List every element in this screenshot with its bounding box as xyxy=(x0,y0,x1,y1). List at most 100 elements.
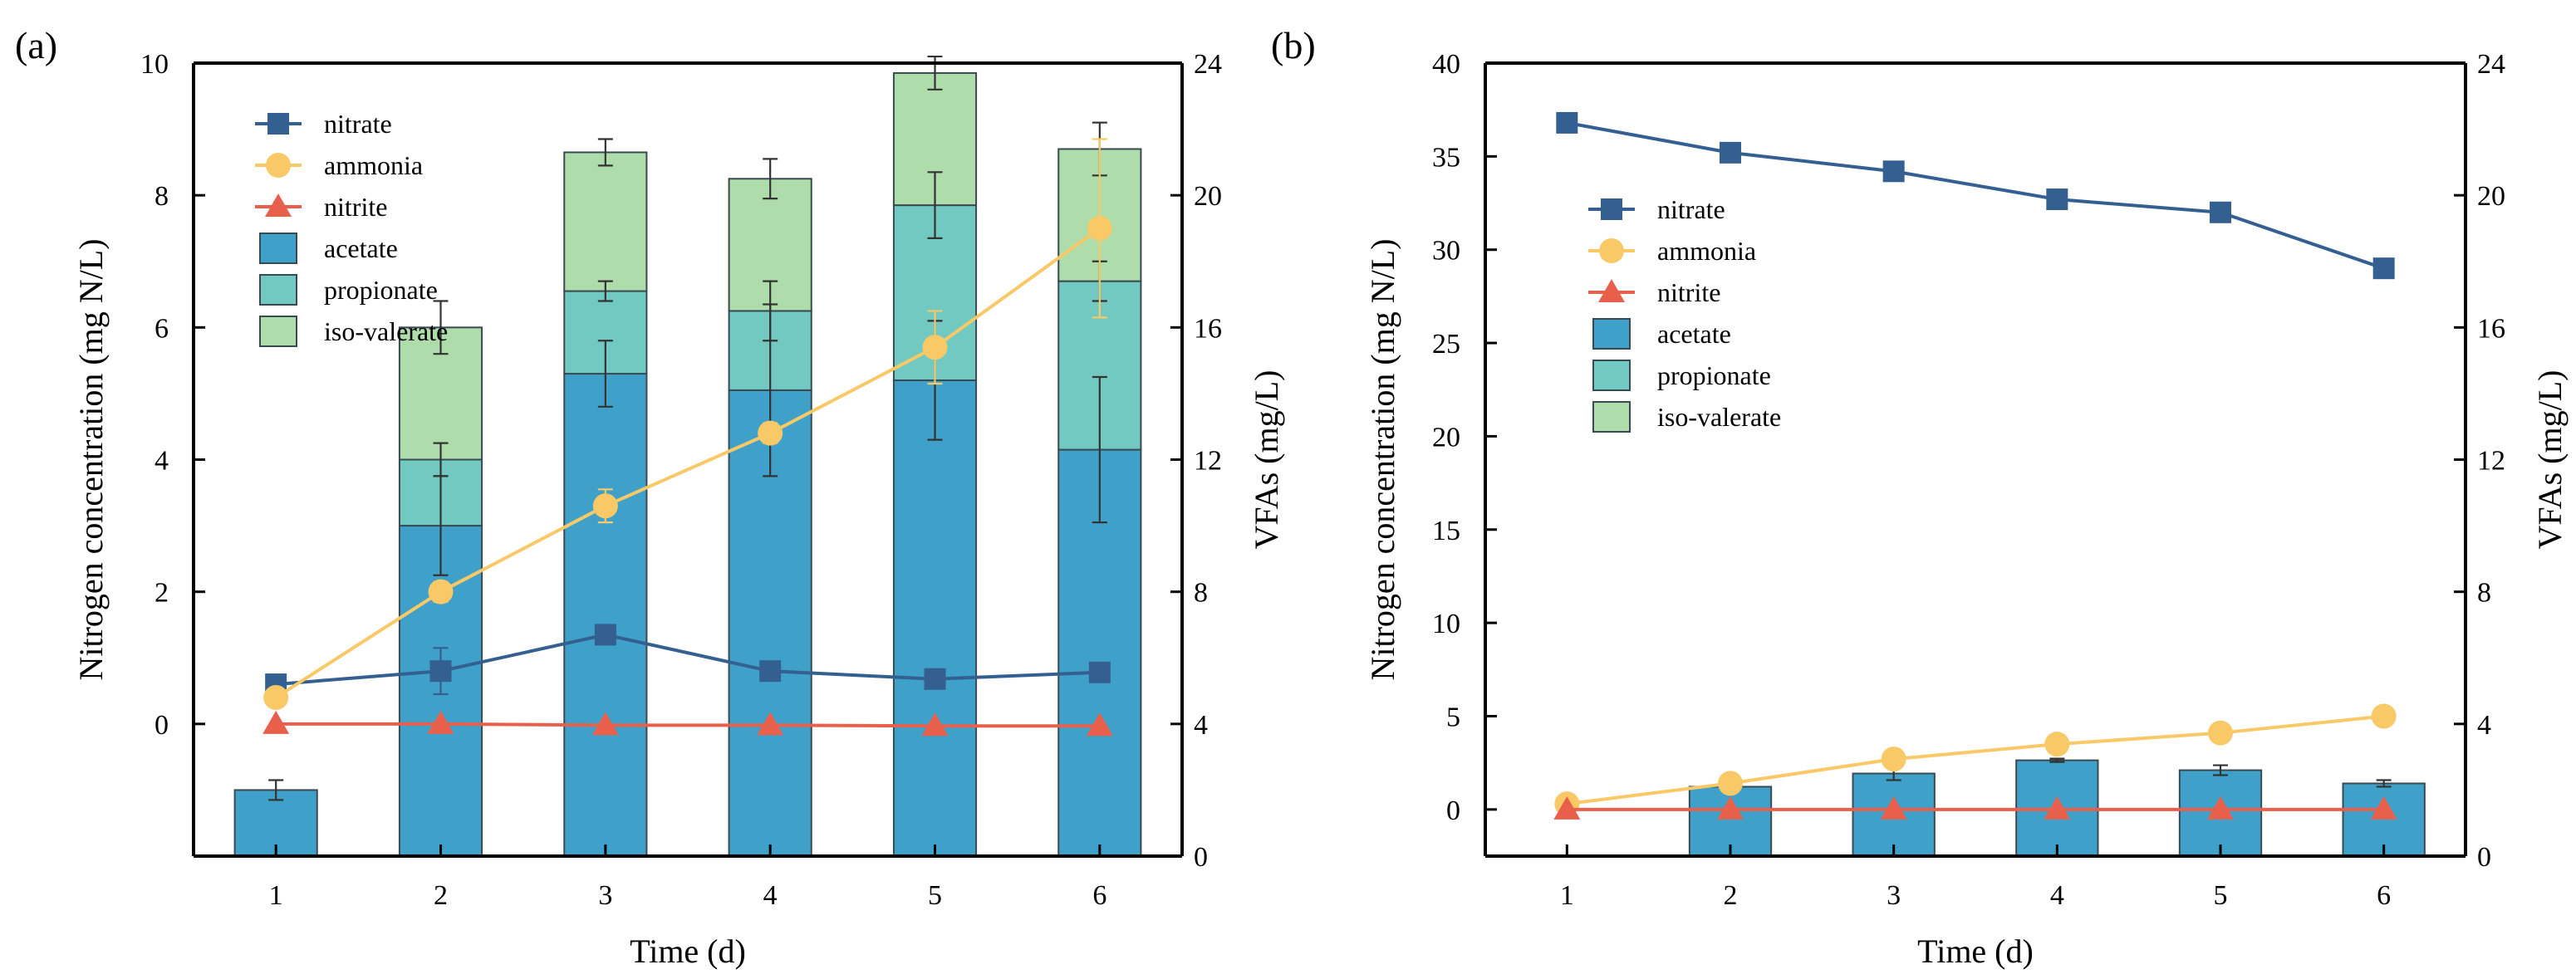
error-bar-iso-valerate xyxy=(597,138,613,167)
bar-iso-valerate xyxy=(563,151,648,292)
legend: nitrate ammonia nitrite acetate propionate is… xyxy=(1588,194,1781,433)
legend-label-iso-valerate: iso-valerate xyxy=(1657,402,1781,432)
y2-tick-label: 12 xyxy=(2477,446,2505,477)
legend-item-nitrate: nitrate xyxy=(255,109,392,139)
y-tick-label: 35 xyxy=(1432,142,1460,173)
legend-item-iso-valerate: iso-valerate xyxy=(1592,401,1781,433)
legend-label-ammonia: ammonia xyxy=(1657,236,1756,266)
marker-nitrate xyxy=(429,660,452,683)
y2-tick-label: 16 xyxy=(1194,313,1222,344)
x-tick-label: 1 xyxy=(1560,880,1574,911)
marker-nitrite xyxy=(1880,795,1907,820)
legend-label-ammonia: ammonia xyxy=(324,150,423,180)
y2-tick-label: 24 xyxy=(2477,49,2505,80)
marker-nitrite xyxy=(2044,795,2071,820)
legend-marker-nitrate xyxy=(267,113,289,135)
x-tick-label: 4 xyxy=(2050,880,2064,911)
y-tick-label: 30 xyxy=(1432,236,1460,267)
error-bar-propionate xyxy=(597,280,613,302)
marker-nitrite xyxy=(757,712,784,736)
marker-nitrite xyxy=(2370,795,2397,820)
marker-nitrite xyxy=(591,712,619,736)
y-tick-label: 2 xyxy=(155,578,169,609)
x-tick-label: 1 xyxy=(269,880,283,911)
marker-nitrate xyxy=(2046,188,2068,211)
line-nitrate xyxy=(1566,120,2385,271)
marker-ammonia xyxy=(2371,703,2397,729)
legend-item-acetate: acetate xyxy=(259,233,398,264)
error-bar-propionate xyxy=(433,442,449,477)
error-bar-acetate xyxy=(268,779,284,801)
legend-item-nitrate: nitrate xyxy=(1588,194,1725,224)
legend-item-nitrite: nitrite xyxy=(255,192,387,222)
legend-marker-nitrite xyxy=(265,193,292,217)
error-bar-iso-valerate xyxy=(763,158,778,200)
marker-nitrite xyxy=(427,710,454,734)
legend-marker-nitrite xyxy=(1598,279,1625,302)
x-tick-label: 6 xyxy=(1092,880,1106,911)
y2-tick-label: 8 xyxy=(2477,578,2491,609)
legend-marker-nitrate xyxy=(1601,198,1622,220)
legend-swatch-acetate xyxy=(1592,318,1631,350)
legend-marker-ammonia xyxy=(266,153,291,178)
y-tick-label: 25 xyxy=(1432,329,1460,360)
legend-label-iso-valerate: iso-valerate xyxy=(324,316,448,346)
marker-nitrate xyxy=(1882,160,1905,183)
marker-nitrite xyxy=(1717,795,1744,820)
legend-label-acetate: acetate xyxy=(1657,319,1731,349)
x-tick-label: 3 xyxy=(598,880,612,911)
line-nitrite xyxy=(276,722,1100,728)
legend-label-nitrite: nitrite xyxy=(324,192,387,222)
x-tick-label: 4 xyxy=(763,880,778,911)
error-bar-acetate xyxy=(2049,757,2065,763)
error-bar-acetate xyxy=(2376,779,2392,788)
y2-tick-label: 12 xyxy=(1194,446,1222,477)
y2-tick-label: 4 xyxy=(2477,710,2491,741)
legend-label-nitrate: nitrate xyxy=(324,109,392,139)
legend-label-acetate: acetate xyxy=(324,233,398,263)
legend-item-ammonia: ammonia xyxy=(1588,236,1756,266)
y-tick-label: 0 xyxy=(1446,795,1460,826)
x-tick-label: 5 xyxy=(928,880,942,911)
y2-tick-label: 20 xyxy=(2477,181,2505,212)
error-bar-iso-valerate xyxy=(433,300,449,355)
line-ammonia xyxy=(1567,714,2384,806)
y2-tick-label: 20 xyxy=(1194,181,1222,212)
y-tick-label: 10 xyxy=(1432,609,1460,639)
marker-ammonia xyxy=(263,685,289,710)
line-nitrate xyxy=(276,633,1100,687)
legend-swatch-iso-valerate xyxy=(1592,401,1631,433)
y2-tick-label: 8 xyxy=(1194,578,1208,609)
marker-ammonia xyxy=(592,493,618,519)
x-tick-label: 6 xyxy=(2377,880,2391,911)
y-tick-label: 6 xyxy=(155,313,169,344)
legend-label-propionate: propionate xyxy=(1657,360,1771,390)
bar-acetate xyxy=(2342,782,2426,857)
legend-swatch-propionate xyxy=(259,274,297,306)
y-tick-label: 0 xyxy=(155,710,169,741)
marker-ammonia xyxy=(1087,215,1112,241)
marker-nitrate xyxy=(1556,111,1578,134)
marker-nitrate xyxy=(594,624,616,646)
x-tick-label: 2 xyxy=(434,880,448,911)
x-tick-label: 2 xyxy=(1724,880,1738,911)
marker-nitrite xyxy=(1553,795,1581,820)
legend-label-nitrite: nitrite xyxy=(1657,277,1720,307)
marker-nitrate xyxy=(759,660,782,683)
marker-nitrate xyxy=(1088,661,1111,683)
marker-ammonia xyxy=(428,579,454,605)
panel-label: (a) xyxy=(15,24,57,66)
y2-tick-label: 16 xyxy=(2477,313,2505,344)
legend-item-iso-valerate: iso-valerate xyxy=(259,316,448,347)
y2-axis-title: VFAs (mg/L) xyxy=(2531,370,2569,550)
error-bar-propionate xyxy=(763,280,778,342)
legend-swatch-propionate xyxy=(1592,360,1631,391)
y2-tick-label: 24 xyxy=(1194,49,1222,80)
marker-nitrite xyxy=(2207,795,2234,820)
line-ammonia xyxy=(275,227,1102,699)
legend-item-nitrite: nitrite xyxy=(1588,277,1720,307)
legend-label-nitrate: nitrate xyxy=(1657,194,1725,224)
panel-label: (b) xyxy=(1271,24,1316,66)
